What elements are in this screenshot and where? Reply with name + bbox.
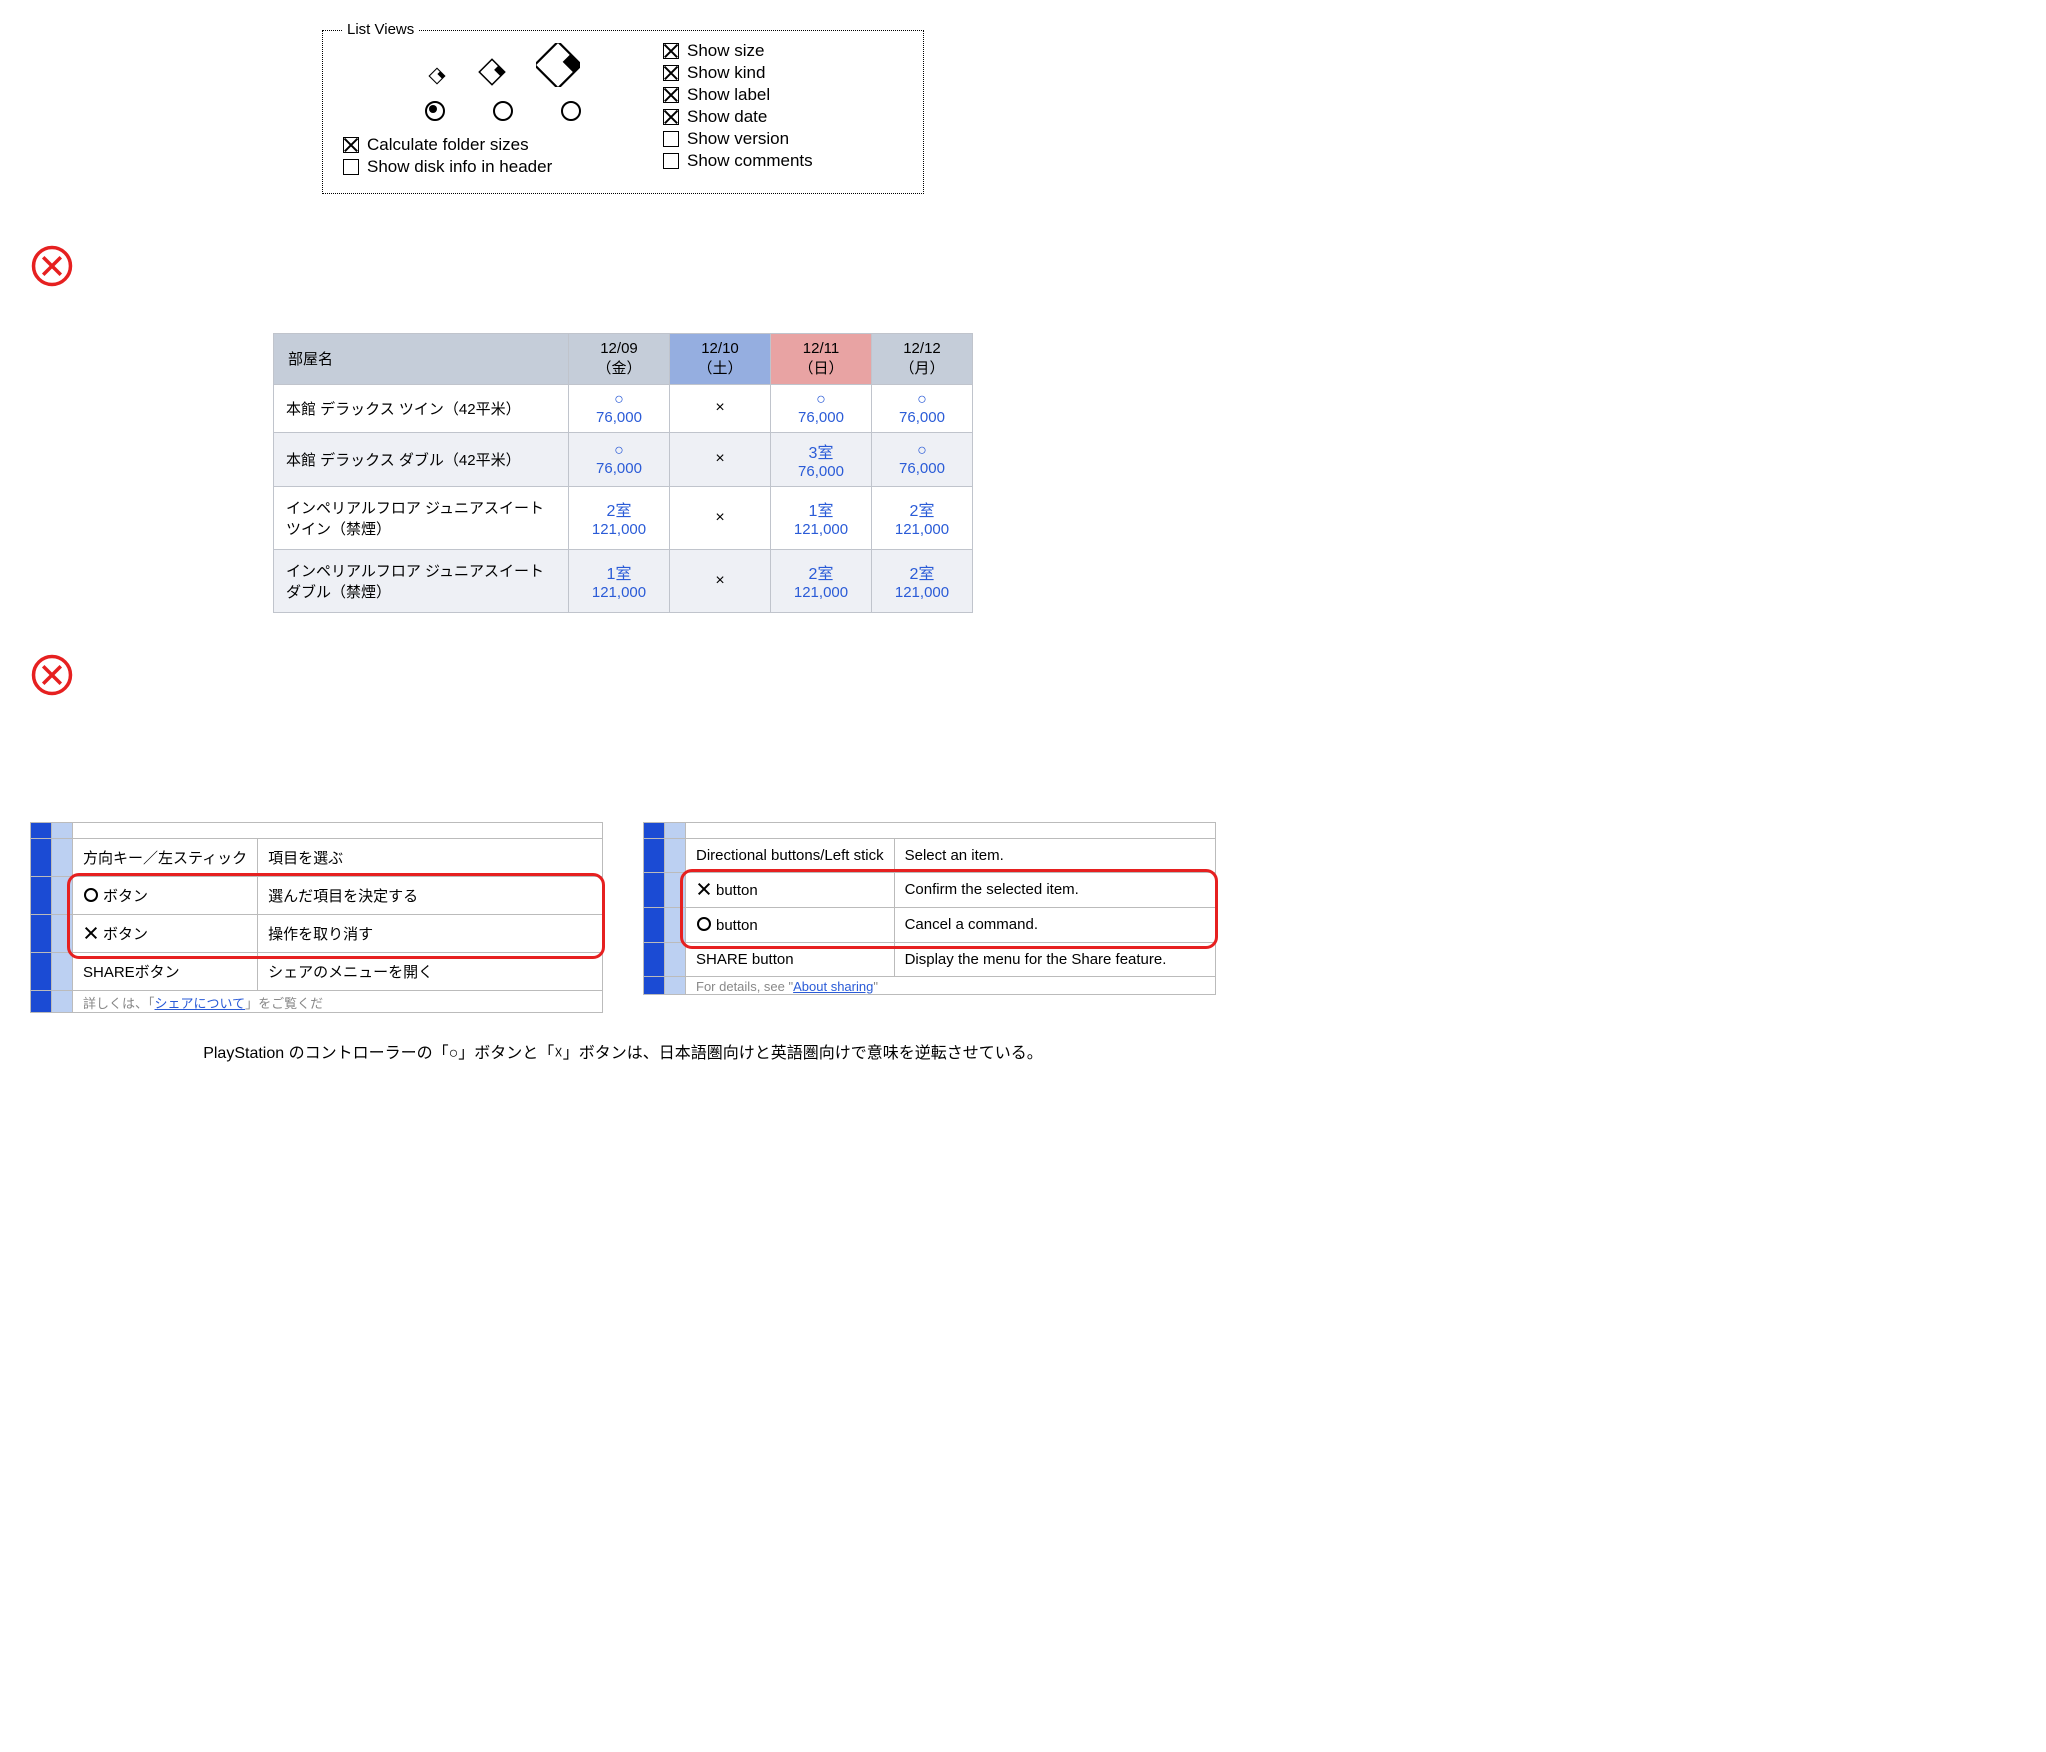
availability-cell[interactable]: 2室121,000 <box>872 486 973 549</box>
checkbox-icon <box>663 87 679 103</box>
checkbox-icon <box>663 153 679 169</box>
availability-cell[interactable]: 2室121,000 <box>569 486 670 549</box>
list-views-panel: List Views Calculate folder sizesShow di… <box>322 30 924 194</box>
ps-button-desc: シェアのメニューを開く <box>258 952 603 990</box>
view-icons-row <box>343 43 663 92</box>
availability-cell[interactable]: 2室121,000 <box>771 549 872 612</box>
checkbox-icon <box>663 65 679 81</box>
ps-button-label: button <box>686 907 895 942</box>
availability-cell[interactable]: 2室121,000 <box>872 549 973 612</box>
ps-link[interactable]: シェアについて <box>155 996 246 1011</box>
show-column-option[interactable]: Show kind <box>663 63 903 83</box>
room-name-cell: 本館 デラックス ダブル（42平米） <box>274 432 569 486</box>
availability-cell: × <box>670 384 771 432</box>
ps-row: 方向キー／左スティック項目を選ぶ <box>31 838 603 876</box>
availability-cell[interactable]: 3室76,000 <box>771 432 872 486</box>
room-name-cell: 本館 デラックス ツイン（42平米） <box>274 384 569 432</box>
ps-button-desc: 項目を選ぶ <box>258 838 603 876</box>
view-size-radio[interactable] <box>561 101 581 121</box>
ps-table-en: Directional buttons/Left stickSelect an … <box>643 822 1216 1013</box>
ps-button-desc: 操作を取り消す <box>258 914 603 952</box>
availability-cell[interactable]: ○76,000 <box>569 384 670 432</box>
ps-button-label: Directional buttons/Left stick <box>686 838 895 872</box>
ps-row: Directional buttons/Left stickSelect an … <box>644 838 1216 872</box>
availability-cell[interactable]: ○76,000 <box>872 384 973 432</box>
ps-button-desc: Confirm the selected item. <box>894 872 1215 907</box>
show-column-option[interactable]: Show size <box>663 41 903 61</box>
availability-cell[interactable]: ○76,000 <box>569 432 670 486</box>
checkbox-icon <box>663 109 679 125</box>
caption-text: PlayStation のコントローラーの「○」ボタンと「☓」ボタンは、日本語圏… <box>30 1039 1216 1063</box>
playstation-comparison: 方向キー／左スティック項目を選ぶボタン選んだ項目を決定するボタン操作を取り消すS… <box>30 822 1216 1013</box>
show-column-option[interactable]: Show comments <box>663 151 903 171</box>
ps-button-label: button <box>686 872 895 907</box>
availability-cell[interactable]: 1室121,000 <box>771 486 872 549</box>
checkbox-label: Show label <box>687 85 770 105</box>
ps-table-jp: 方向キー／左スティック項目を選ぶボタン選んだ項目を決定するボタン操作を取り消すS… <box>30 822 603 1013</box>
availability-cell: × <box>670 432 771 486</box>
view-size-radios <box>343 100 663 121</box>
ps-button-desc: Select an item. <box>894 838 1215 872</box>
ps-button-desc: Display the menu for the Share feature. <box>894 942 1215 976</box>
availability-cell: × <box>670 549 771 612</box>
checkbox-icon <box>343 137 359 153</box>
view-size-radio[interactable] <box>493 101 513 121</box>
checkbox-label: Show comments <box>687 151 813 171</box>
ps-button-desc: Cancel a command. <box>894 907 1215 942</box>
checkbox-icon <box>663 43 679 59</box>
checkbox-label: Show kind <box>687 63 765 83</box>
show-column-option[interactable]: Show label <box>663 85 903 105</box>
ps-row: ボタン選んだ項目を決定する <box>31 876 603 914</box>
left-option[interactable]: Show disk info in header <box>343 157 663 177</box>
show-column-option[interactable]: Show date <box>663 107 903 127</box>
checkbox-label: Calculate folder sizes <box>367 135 529 155</box>
ps-button-label: ボタン <box>73 914 258 952</box>
view-icon-large[interactable] <box>536 43 580 87</box>
checkbox-icon <box>343 159 359 175</box>
ps-row: ボタン操作を取り消す <box>31 914 603 952</box>
ps-button-label: ボタン <box>73 876 258 914</box>
ps-row: buttonConfirm the selected item. <box>644 872 1216 907</box>
availability-cell: × <box>670 486 771 549</box>
date-header: 12/11（日） <box>771 333 872 384</box>
checkbox-label: Show date <box>687 107 767 127</box>
ps-row: SHAREボタンシェアのメニューを開く <box>31 952 603 990</box>
list-views-legend: List Views <box>343 21 418 38</box>
view-icon-small[interactable] <box>426 65 448 87</box>
checkbox-icon <box>663 131 679 147</box>
cross-circle-icon <box>30 653 74 697</box>
ps-row: buttonCancel a command. <box>644 907 1216 942</box>
hotel-availability-table: 部屋名12/09（金）12/10（土）12/11（日）12/12（月） 本館 デラ… <box>273 333 973 613</box>
checkbox-label: Show size <box>687 41 764 61</box>
ps-button-desc: 選んだ項目を決定する <box>258 876 603 914</box>
ps-button-label: 方向キー／左スティック <box>73 838 258 876</box>
date-header: 12/10（土） <box>670 333 771 384</box>
room-header: 部屋名 <box>274 333 569 384</box>
availability-cell[interactable]: 1室121,000 <box>569 549 670 612</box>
ps-button-label: SHARE button <box>686 942 895 976</box>
room-name-cell: インペリアルフロア ジュニアスイート ダブル（禁煙） <box>274 549 569 612</box>
room-name-cell: インペリアルフロア ジュニアスイート ツイン（禁煙） <box>274 486 569 549</box>
date-header: 12/09（金） <box>569 333 670 384</box>
cross-circle-icon <box>30 244 74 288</box>
availability-cell[interactable]: ○76,000 <box>771 384 872 432</box>
ps-row: SHARE buttonDisplay the menu for the Sha… <box>644 942 1216 976</box>
show-column-option[interactable]: Show version <box>663 129 903 149</box>
date-header: 12/12（月） <box>872 333 973 384</box>
left-option[interactable]: Calculate folder sizes <box>343 135 663 155</box>
checkbox-label: Show disk info in header <box>367 157 552 177</box>
ps-button-label: SHAREボタン <box>73 952 258 990</box>
view-icon-medium[interactable] <box>477 57 507 87</box>
ps-link[interactable]: About sharing <box>793 979 873 994</box>
checkbox-label: Show version <box>687 129 789 149</box>
view-size-radio[interactable] <box>425 101 445 121</box>
availability-cell[interactable]: ○76,000 <box>872 432 973 486</box>
